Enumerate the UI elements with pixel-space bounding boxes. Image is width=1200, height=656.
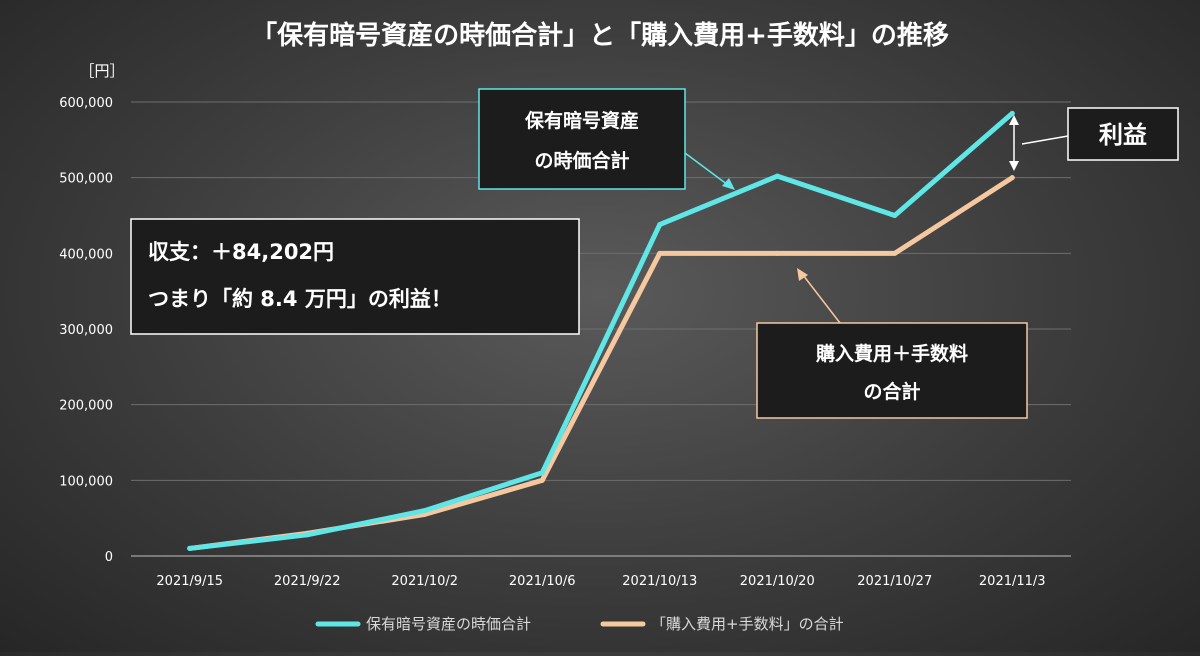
market-value-box-line-1: 保有暗号資産 (524, 109, 639, 132)
x-tick-label: 2021/11/3 (979, 574, 1046, 589)
y-tick-label: 200,000 (59, 399, 113, 414)
cost-arrow (802, 274, 841, 324)
x-tick-label: 2021/9/15 (156, 574, 223, 589)
summary-line-2: つまり「約 8.4 万円」の利益！ (148, 287, 452, 311)
data-point (422, 508, 428, 514)
data-point (539, 470, 545, 476)
summary-line-1: 収支：＋84,202円 (148, 240, 334, 264)
y-tick-label: 0 (105, 550, 113, 565)
cost-box (756, 322, 1028, 419)
market-value-callout: 保有暗号資産 の時価合計 (478, 88, 735, 190)
cost-box-line-2: の合計 (863, 380, 920, 403)
y-axis-ticks: 0 100,000 200,000 300,000 400,000 500,000 600,… (59, 96, 113, 565)
data-point (774, 173, 780, 179)
y-tick-label: 500,000 (59, 172, 113, 187)
x-tick-label: 2021/10/20 (740, 574, 815, 589)
profit-annotation: 利益 (1009, 107, 1179, 171)
market-value-box-line-2: の時価合計 (534, 149, 629, 172)
cost-box-line-1: 購入費用＋手数料 (816, 342, 968, 365)
data-point (657, 250, 663, 256)
profit-arrowhead-down (1009, 161, 1019, 171)
y-tick-label: 300,000 (59, 323, 113, 338)
cost-arrowhead (797, 268, 808, 281)
profit-box (1067, 107, 1179, 161)
y-unit-label: ［円］ (79, 62, 124, 80)
cost-callout: 購入費用＋手数料 の合計 (756, 268, 1028, 419)
market-value-box (478, 88, 686, 190)
series-lines (187, 110, 1015, 551)
legend-label: 「購入費用+手数料」の合計 (651, 615, 844, 633)
x-tick-label: 2021/10/2 (391, 574, 458, 589)
data-point (187, 545, 193, 551)
x-tick-label: 2021/10/27 (857, 574, 932, 589)
summary-box-border (130, 218, 580, 335)
series-line-0 (187, 110, 1015, 551)
profit-arrowhead-up (1009, 115, 1019, 125)
profit-pointer-line (1021, 135, 1069, 145)
data-point (304, 532, 310, 538)
data-point (774, 250, 780, 256)
market-value-arrow (684, 152, 729, 186)
x-tick-label: 2021/9/22 (274, 574, 341, 589)
data-point (1009, 175, 1015, 181)
data-point (657, 222, 663, 228)
data-point (539, 477, 545, 483)
x-axis-ticks: 2021/9/15 2021/9/22 2021/10/2 2021/10/6 2021… (156, 574, 1045, 589)
data-point (892, 213, 898, 218)
legend-label: 保有暗号資産の時価合計 (366, 615, 531, 633)
data-point (1009, 110, 1015, 116)
profit-label: 利益 (1099, 121, 1147, 149)
y-tick-label: 400,000 (59, 247, 113, 262)
summary-box: 収支：＋84,202円 つまり「約 8.4 万円」の利益！ (130, 218, 580, 335)
legend: 保有暗号資産の時価合計 「購入費用+手数料」の合計 (315, 615, 844, 633)
y-tick-label: 600,000 (59, 96, 113, 111)
data-point (892, 250, 898, 256)
x-tick-label: 2021/10/13 (622, 574, 697, 589)
x-tick-label: 2021/10/6 (509, 574, 576, 589)
chart-title: 「保有暗号資産の時価合計」と「購入費用+手数料」の推移 (251, 20, 949, 51)
y-tick-label: 100,000 (59, 474, 113, 489)
market-value-arrowhead (722, 178, 735, 190)
